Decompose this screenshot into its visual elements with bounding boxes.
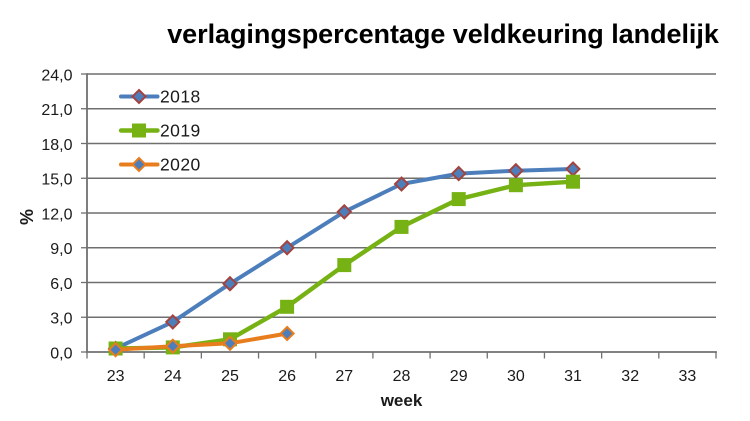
svg-text:27: 27 bbox=[335, 368, 353, 385]
svg-text:31: 31 bbox=[564, 368, 582, 385]
svg-text:2020: 2020 bbox=[160, 155, 201, 175]
svg-text:15,0: 15,0 bbox=[41, 172, 72, 189]
svg-text:24: 24 bbox=[164, 368, 182, 385]
svg-text:week: week bbox=[380, 391, 423, 410]
svg-text:9,0: 9,0 bbox=[50, 241, 72, 258]
svg-text:32: 32 bbox=[621, 368, 639, 385]
svg-text:0,0: 0,0 bbox=[50, 345, 72, 362]
svg-text:%: % bbox=[17, 209, 37, 225]
svg-text:33: 33 bbox=[679, 368, 697, 385]
svg-text:26: 26 bbox=[278, 368, 296, 385]
svg-text:24,0: 24,0 bbox=[41, 67, 72, 84]
svg-text:18,0: 18,0 bbox=[41, 137, 72, 154]
svg-text:12,0: 12,0 bbox=[41, 206, 72, 223]
svg-text:3,0: 3,0 bbox=[50, 311, 72, 328]
svg-text:6,0: 6,0 bbox=[50, 276, 72, 293]
svg-text:28: 28 bbox=[393, 368, 411, 385]
svg-text:25: 25 bbox=[221, 368, 239, 385]
svg-text:30: 30 bbox=[507, 368, 525, 385]
svg-text:29: 29 bbox=[450, 368, 468, 385]
svg-text:23: 23 bbox=[107, 368, 125, 385]
svg-text:2018: 2018 bbox=[160, 87, 201, 107]
svg-text:21,0: 21,0 bbox=[41, 102, 72, 119]
svg-text:2019: 2019 bbox=[160, 121, 201, 141]
